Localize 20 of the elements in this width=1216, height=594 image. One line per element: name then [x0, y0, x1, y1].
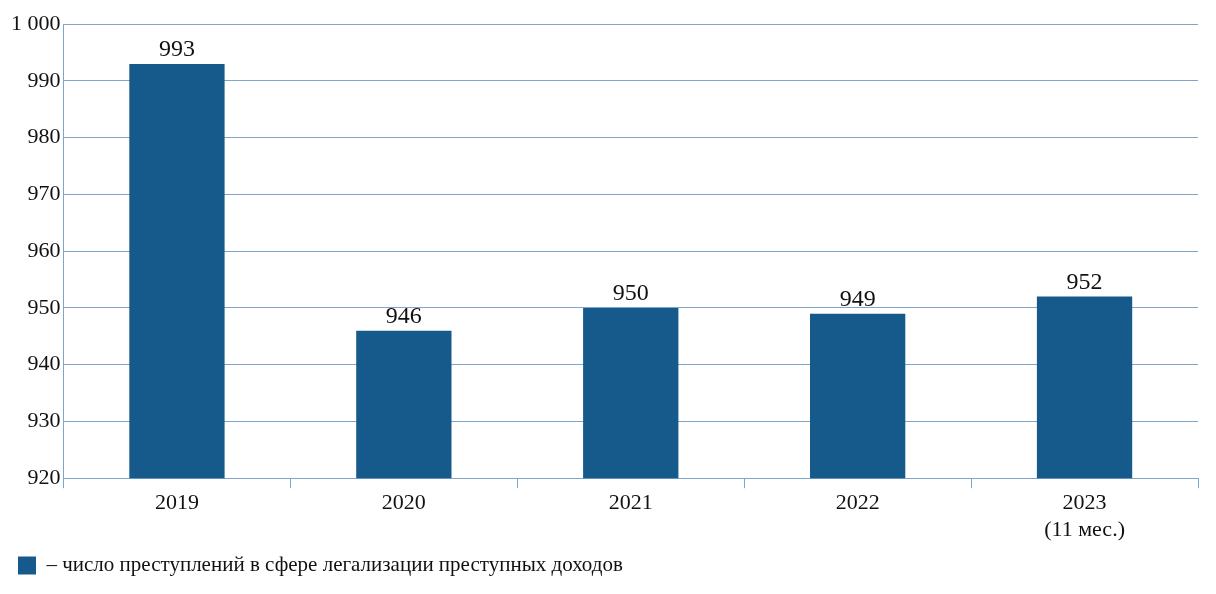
y-tick-label: 940	[27, 350, 61, 376]
data-label: 993	[158, 35, 195, 62]
y-tick-label: 990	[27, 66, 61, 92]
y-tick-label: 1 000	[11, 9, 61, 35]
data-label: 952	[1066, 267, 1103, 294]
x-tick-label: 2020	[381, 489, 426, 515]
x-tick-label: 2023 (11 мес.)	[1044, 489, 1125, 541]
y-tick-label: 950	[27, 293, 61, 319]
y-tick-label: 960	[27, 236, 61, 262]
y-tick-label: 970	[27, 180, 61, 206]
data-label: 950	[612, 279, 649, 306]
x-tick-label: 2019	[154, 489, 199, 515]
y-tick-label: 980	[27, 123, 61, 149]
data-label: 949	[839, 284, 876, 311]
legend-label: – число преступлений в сфере легализации преступных доходов	[45, 552, 623, 577]
y-tick-label: 920	[27, 463, 61, 489]
data-label: 946	[385, 301, 422, 328]
x-tick-label: 2022	[835, 489, 880, 515]
y-tick-label: 930	[27, 407, 61, 433]
x-tick-label: 2021	[608, 489, 653, 515]
